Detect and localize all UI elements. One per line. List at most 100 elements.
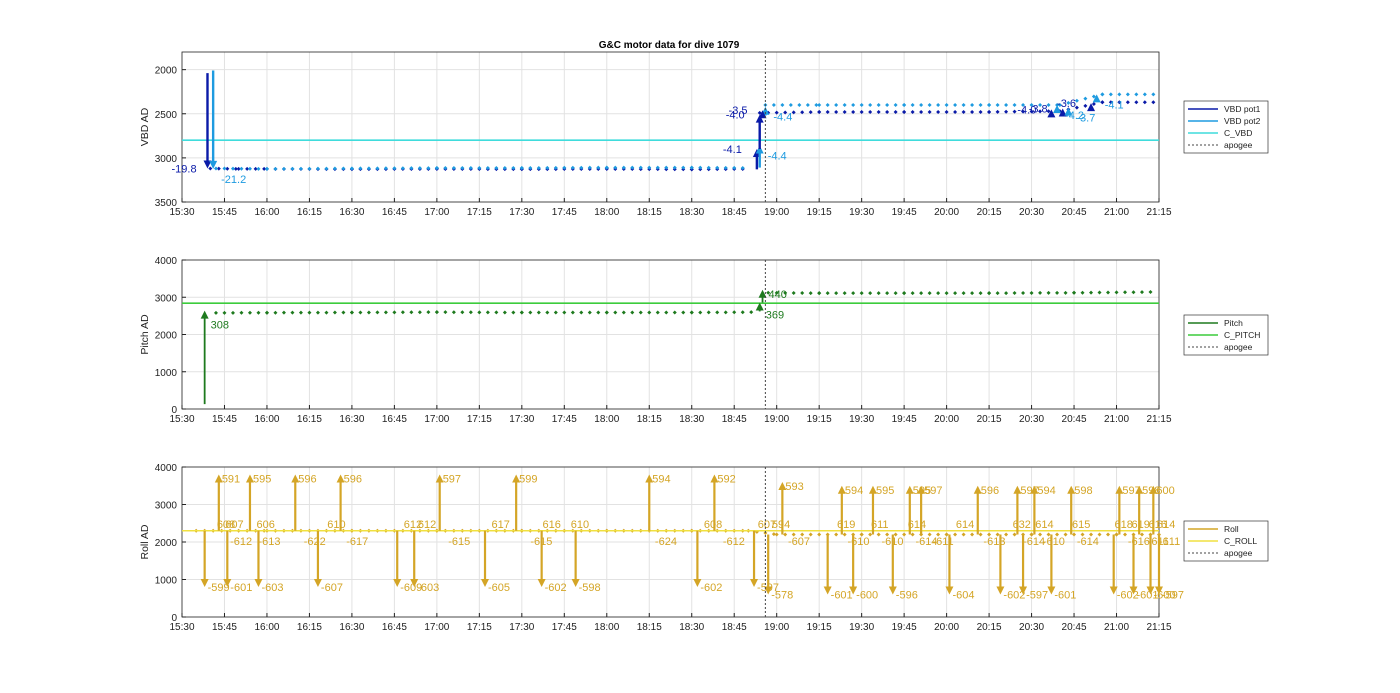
data-point <box>349 310 354 315</box>
data-point <box>919 291 924 296</box>
data-point <box>664 165 669 170</box>
roll-move-arrow-head <box>837 485 846 494</box>
data-point <box>536 165 541 170</box>
roll-inline-label: 615 <box>1072 519 1090 531</box>
x-tick-label: 19:45 <box>892 622 917 633</box>
data-point <box>392 166 397 171</box>
data-point <box>502 310 507 315</box>
data-point <box>859 102 864 107</box>
data-point <box>780 102 785 107</box>
data-point <box>774 110 779 115</box>
x-tick-label: 16:45 <box>382 622 407 633</box>
data-point <box>987 291 992 296</box>
data-point <box>451 310 456 315</box>
data-point <box>953 291 958 296</box>
roll-move-label: -602 <box>1117 590 1139 602</box>
data-point <box>1089 290 1094 295</box>
legend-label: apogee <box>1224 548 1253 558</box>
roll-inline-label: 606 <box>256 519 274 531</box>
roll-move-label: 596 <box>344 474 362 486</box>
data-point <box>681 165 686 170</box>
data-point <box>681 310 686 315</box>
legend-label: Roll <box>1224 524 1239 534</box>
roll-move-arrow-head <box>336 474 345 483</box>
roll-move-label: 594 <box>1037 485 1055 497</box>
data-point <box>749 310 754 315</box>
data-point <box>936 110 941 114</box>
data-point <box>1063 290 1068 295</box>
data-point <box>553 310 558 315</box>
roll-inline-label: -607 <box>788 536 810 548</box>
data-point <box>519 310 524 315</box>
x-tick-label: 18:30 <box>679 414 704 425</box>
y-tick-label: 4000 <box>155 256 178 267</box>
data-point <box>885 532 890 537</box>
roll-inline-label: 607 <box>225 519 243 531</box>
data-point <box>808 532 813 537</box>
data-point <box>443 310 448 315</box>
y-tick-label: 3000 <box>155 154 178 165</box>
data-point <box>375 310 380 315</box>
data-point <box>1029 532 1034 537</box>
data-point <box>1012 109 1017 114</box>
data-point <box>893 110 898 114</box>
data-point <box>613 310 618 315</box>
x-tick-label: 16:00 <box>254 622 279 633</box>
data-point <box>825 102 830 107</box>
data-point <box>341 166 346 171</box>
vbd-move-label: -4.1 <box>1105 99 1124 111</box>
roll-move-label: -601 <box>1137 590 1159 602</box>
roll-move-label: -605 <box>488 582 510 594</box>
data-point <box>630 165 635 170</box>
x-tick-label: 21:00 <box>1104 207 1129 218</box>
data-point <box>528 310 533 315</box>
data-point <box>1134 92 1139 97</box>
roll-move-label: 599 <box>519 474 537 486</box>
x-tick-label: 19:00 <box>764 207 789 218</box>
data-point <box>222 166 227 171</box>
data-point <box>689 165 694 170</box>
data-point <box>400 166 405 171</box>
roll-inline-label: -616 <box>1128 536 1150 548</box>
data-point <box>494 310 499 315</box>
data-point <box>349 166 354 171</box>
y-tick-label: 1000 <box>155 368 178 379</box>
roll-move-label: 592 <box>717 474 735 486</box>
data-point <box>553 165 558 170</box>
data-point <box>1080 532 1085 537</box>
roll-move-label: -603 <box>261 582 283 594</box>
data-point <box>885 291 890 296</box>
data-point <box>1089 532 1094 537</box>
x-tick-label: 16:45 <box>382 414 407 425</box>
legend-label: VBD pot2 <box>1224 116 1261 126</box>
legend-label: Pitch <box>1224 318 1243 328</box>
data-point <box>460 166 465 171</box>
roll-move-arrow-head <box>1109 586 1118 595</box>
data-point <box>783 290 788 295</box>
data-point <box>927 532 932 537</box>
x-tick-label: 16:00 <box>254 207 279 218</box>
x-tick-label: 21:00 <box>1104 414 1129 425</box>
data-point <box>426 166 431 171</box>
roll-inline-label: -613 <box>983 536 1005 548</box>
x-tick-label: 17:15 <box>467 622 492 633</box>
data-point <box>281 310 286 315</box>
roll-inline-label: 614 <box>1035 519 1053 531</box>
data-point <box>987 110 992 114</box>
data-point <box>1100 100 1105 105</box>
roll-inline-label: 608 <box>704 519 722 531</box>
vbd-move-arrow-head <box>755 114 764 123</box>
roll-move-label: 597 <box>443 474 461 486</box>
x-tick-label: 21:15 <box>1146 622 1171 633</box>
x-tick-label: 15:45 <box>212 207 237 218</box>
x-tick-label: 19:30 <box>849 207 874 218</box>
data-point <box>859 110 864 114</box>
data-point <box>1072 532 1077 537</box>
x-tick-label: 20:00 <box>934 414 959 425</box>
roll-inline-label: -622 <box>304 536 326 548</box>
data-point <box>545 310 550 315</box>
data-point <box>332 166 337 171</box>
data-point <box>961 110 966 114</box>
roll-move-label: -602 <box>1003 590 1025 602</box>
roll-move-label: 596 <box>298 474 316 486</box>
